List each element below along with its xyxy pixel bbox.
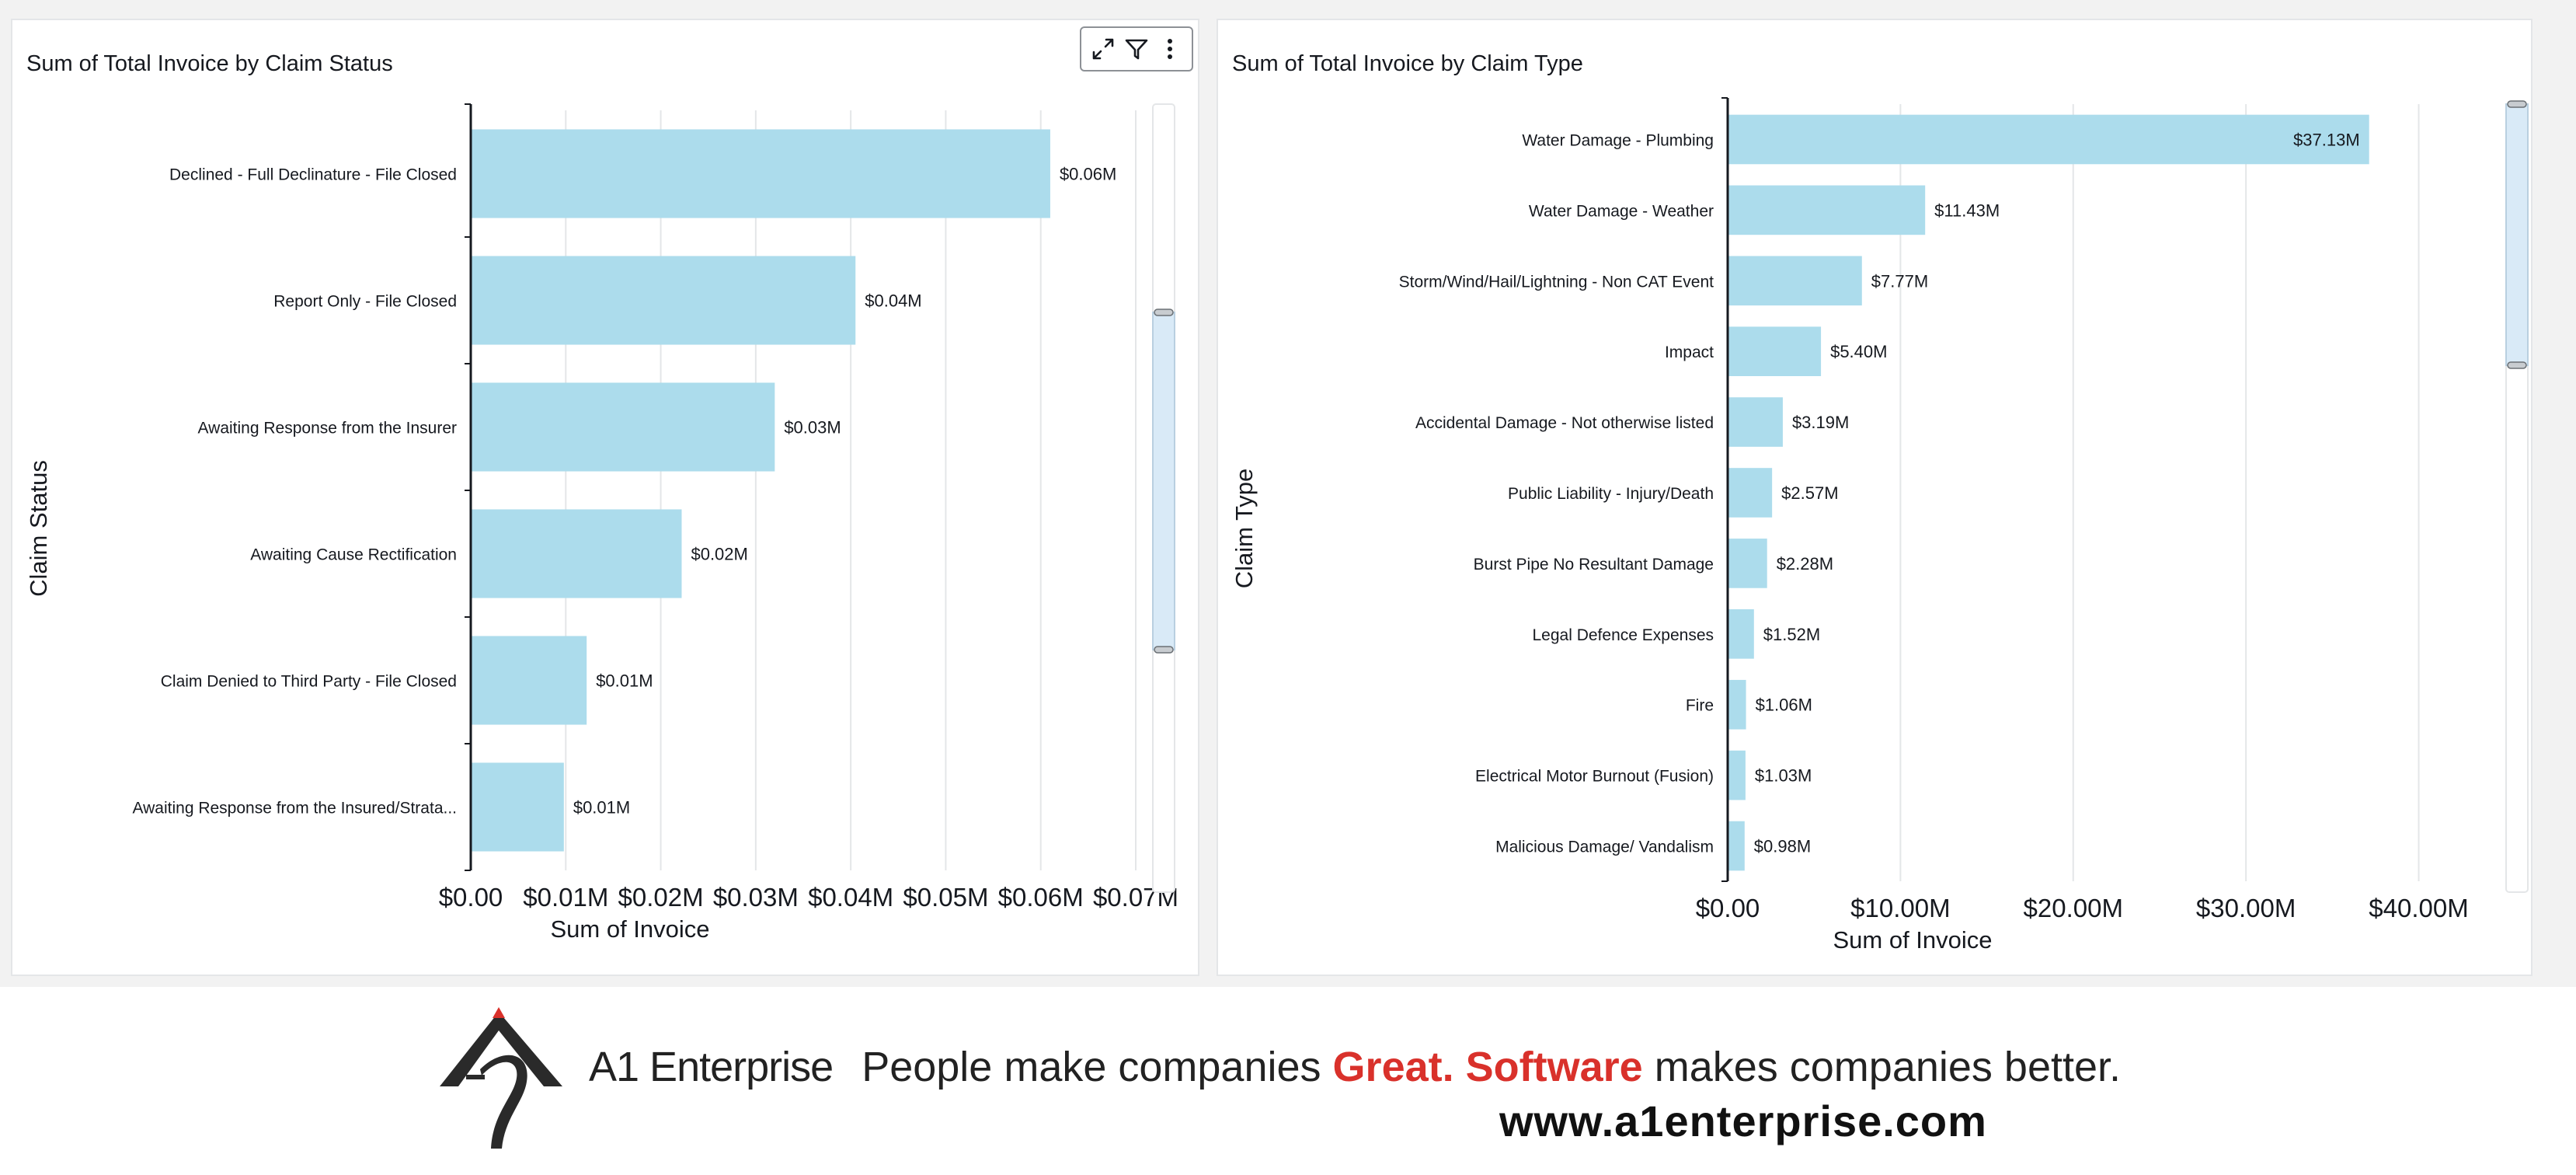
type-scrollbar-handle xyxy=(2507,361,2527,369)
status-category-label: Awaiting Response from the Insured/Strat… xyxy=(133,800,458,818)
visual-toolbar xyxy=(1080,26,1193,71)
status-x-tick-label: $0.05M xyxy=(903,883,988,912)
claim-type-bar-chart: Water Damage - Plumbing $37.13M Water Dama… xyxy=(1231,97,2529,954)
type-bar xyxy=(1728,185,1926,235)
type-bar xyxy=(1728,397,1783,447)
type-scrollbar-handle xyxy=(2507,100,2527,108)
status-bar xyxy=(471,636,587,725)
status-category-label: Declined - Full Declinature - File Close… xyxy=(169,166,457,184)
type-category-label: Public Liability - Injury/Death xyxy=(1508,485,1714,503)
expand-icon[interactable] xyxy=(1089,35,1117,63)
type-category-label: Water Damage - Plumbing xyxy=(1522,131,1714,149)
type-value-label: $1.06M xyxy=(1756,696,1812,715)
status-x-tick-label: $0.04M xyxy=(808,883,893,912)
type-bar xyxy=(1728,609,1754,659)
type-x-axis-title: Sum of Invoice xyxy=(1833,926,1992,954)
type-category-label: Storm/Wind/Hail/Lightning - Non CAT Even… xyxy=(1399,273,1714,291)
claim-type-chart-panel: Sum of Total Invoice by Claim Type Water… xyxy=(1217,19,2532,976)
type-x-tick-label: $30.00M xyxy=(2196,894,2296,922)
status-value-label: $0.06M xyxy=(1060,165,1116,184)
type-value-label: $1.52M xyxy=(1763,625,1820,644)
status-bar xyxy=(471,509,682,598)
tagline: A1 Enterprise People make companies Grea… xyxy=(589,1043,2121,1091)
type-value-label: $1.03M xyxy=(1755,766,1812,786)
type-value-label: $5.40M xyxy=(1830,342,1887,361)
tagline-post: makes companies better. xyxy=(1654,1044,2122,1090)
type-category-label: Fire xyxy=(1686,697,1714,715)
type-category-label: Impact xyxy=(1665,343,1714,361)
type-value-label: $11.43M xyxy=(1934,200,2000,220)
tagline-great: Great. xyxy=(1332,1044,1454,1090)
status-x-tick-label: $0.02M xyxy=(618,883,704,912)
type-value-label: $0.98M xyxy=(1754,837,1811,856)
claim-status-chart-panel: Sum of Total Invoice by Claim Status Dec… xyxy=(11,19,1199,976)
status-value-label: $0.02M xyxy=(691,545,747,564)
type-value-label: $2.28M xyxy=(1777,554,1833,574)
claim-status-chart-title: Sum of Total Invoice by Claim Status xyxy=(26,51,393,76)
status-scrollbar-handle xyxy=(1154,646,1174,654)
type-value-label: $37.13M xyxy=(2293,130,2360,149)
status-bar xyxy=(471,762,564,852)
status-scrollbar-thumb xyxy=(1152,312,1175,650)
type-scrollbar-thumb xyxy=(2505,103,2529,366)
type-bar xyxy=(1728,821,1745,871)
type-bar xyxy=(1728,256,1862,306)
status-x-tick-label: $0.03M xyxy=(713,883,799,912)
status-value-label: $0.04M xyxy=(865,291,921,311)
type-bar xyxy=(1728,468,1773,518)
type-bar xyxy=(1728,750,1746,800)
type-bar xyxy=(1728,679,1746,730)
type-category-label: Accidental Damage - Not otherwise listed xyxy=(1415,414,1714,432)
status-category-label: Awaiting Response from the Insurer xyxy=(198,420,457,438)
type-value-label: $7.77M xyxy=(1871,271,1928,291)
website-link[interactable]: www.a1enterprise.com xyxy=(1499,1097,1987,1145)
type-bar xyxy=(1728,114,2369,165)
type-category-label: Legal Defence Expenses xyxy=(1533,626,1714,644)
footer-banner: A1 Enterprise People make companies Grea… xyxy=(0,987,2576,1175)
status-category-label: Report Only - File Closed xyxy=(273,293,457,311)
status-x-axis-title: Sum of Invoice xyxy=(550,915,709,943)
more-icon[interactable] xyxy=(1156,35,1184,63)
status-value-label: $0.03M xyxy=(784,418,841,438)
status-category-label: Awaiting Cause Rectification xyxy=(250,546,457,564)
a1-logo-icon xyxy=(440,1007,562,1149)
type-category-label: Water Damage - Weather xyxy=(1529,202,1714,220)
tagline-pre: People make companies xyxy=(862,1044,1321,1090)
status-y-axis-title: Claim Status xyxy=(25,460,52,597)
claim-type-chart-title: Sum of Total Invoice by Claim Type xyxy=(1232,51,1583,76)
type-category-label: Burst Pipe No Resultant Damage xyxy=(1474,556,1714,574)
type-category-label: Malicious Damage/ Vandalism xyxy=(1495,839,1714,856)
type-x-tick-label: $0.00 xyxy=(1696,894,1760,922)
claim-status-bar-chart: Declined - Full Declinature - File Close… xyxy=(25,103,1178,943)
status-value-label: $0.01M xyxy=(573,798,630,818)
type-bar xyxy=(1728,539,1767,588)
status-scrollbar-handle xyxy=(1154,309,1174,316)
type-value-label: $3.19M xyxy=(1792,413,1849,432)
type-value-label: $2.57M xyxy=(1781,483,1838,503)
type-x-tick-label: $10.00M xyxy=(1850,894,1950,922)
status-bar xyxy=(471,382,775,472)
status-bar xyxy=(471,129,1050,218)
status-x-tick-label: $0.01M xyxy=(523,883,608,912)
type-x-tick-label: $20.00M xyxy=(2024,894,2123,922)
type-x-tick-label: $40.00M xyxy=(2369,894,2468,922)
type-bar xyxy=(1728,326,1822,376)
status-bar xyxy=(471,256,856,345)
status-x-tick-label: $0.06M xyxy=(998,883,1084,912)
status-category-label: Claim Denied to Third Party - File Close… xyxy=(161,673,457,691)
filter-icon[interactable] xyxy=(1123,35,1150,63)
type-category-label: Electrical Motor Burnout (Fusion) xyxy=(1475,768,1714,786)
type-y-axis-title: Claim Type xyxy=(1231,469,1258,589)
tagline-software: Software xyxy=(1465,1044,1643,1090)
status-x-tick-label: $0.00 xyxy=(439,883,503,912)
brand-name: A1 Enterprise xyxy=(589,1044,834,1090)
status-value-label: $0.01M xyxy=(596,671,653,691)
